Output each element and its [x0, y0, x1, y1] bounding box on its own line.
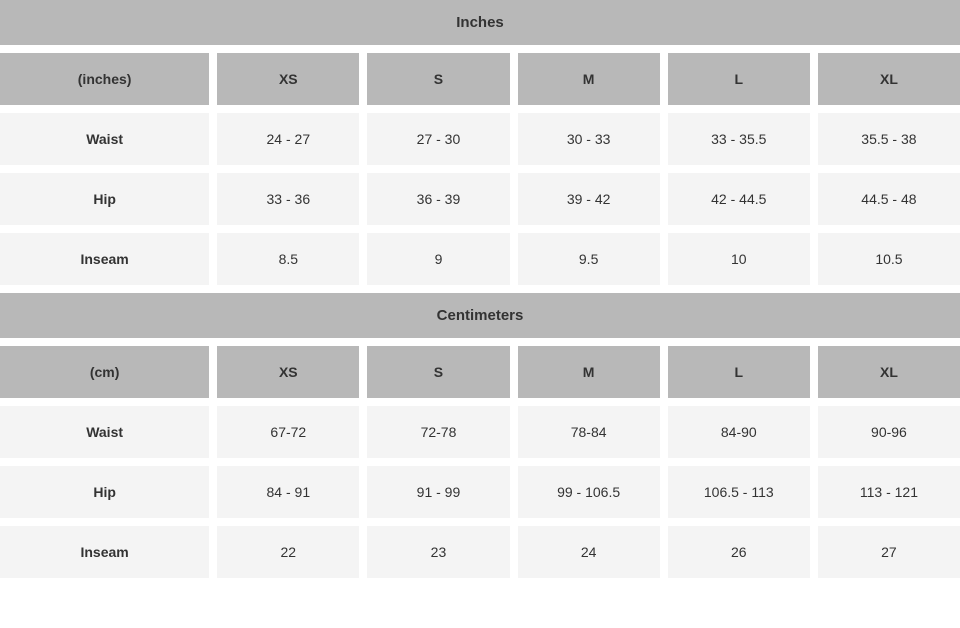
- col-header: XL: [818, 346, 960, 398]
- cell: 27 - 30: [367, 113, 509, 165]
- cell: 9.5: [518, 233, 660, 285]
- cell: 72-78: [367, 406, 509, 458]
- table-header-row: (cm) XS S M L XL: [0, 346, 960, 398]
- cell: 39 - 42: [518, 173, 660, 225]
- row-label: Inseam: [0, 233, 209, 285]
- cell: 26: [668, 526, 810, 578]
- cell: 42 - 44.5: [668, 173, 810, 225]
- cell: 106.5 - 113: [668, 466, 810, 518]
- size-table-inches: (inches) XS S M L XL Waist 24 - 27 27 - …: [0, 53, 960, 285]
- section-title-centimeters: Centimeters: [0, 293, 960, 338]
- cell: 36 - 39: [367, 173, 509, 225]
- cell: 33 - 36: [217, 173, 359, 225]
- cell: 44.5 - 48: [818, 173, 960, 225]
- cell: 99 - 106.5: [518, 466, 660, 518]
- cell: 91 - 99: [367, 466, 509, 518]
- cell: 8.5: [217, 233, 359, 285]
- col-header: L: [668, 346, 810, 398]
- cell: 84-90: [668, 406, 810, 458]
- row-label: Waist: [0, 406, 209, 458]
- row-label: Hip: [0, 466, 209, 518]
- row-label: Inseam: [0, 526, 209, 578]
- row-label: Hip: [0, 173, 209, 225]
- table-row: Inseam 22 23 24 26 27: [0, 526, 960, 578]
- size-table-centimeters: (cm) XS S M L XL Waist 67-72 72-78 78-84…: [0, 346, 960, 578]
- col-header: XS: [217, 346, 359, 398]
- cell: 10.5: [818, 233, 960, 285]
- cell: 24 - 27: [217, 113, 359, 165]
- col-header: XS: [217, 53, 359, 105]
- col-header: S: [367, 53, 509, 105]
- row-label: Waist: [0, 113, 209, 165]
- table-row: Hip 84 - 91 91 - 99 99 - 106.5 106.5 - 1…: [0, 466, 960, 518]
- cell: 78-84: [518, 406, 660, 458]
- section-title-inches: Inches: [0, 0, 960, 45]
- col-header: L: [668, 53, 810, 105]
- cell: 67-72: [217, 406, 359, 458]
- cell: 90-96: [818, 406, 960, 458]
- cell: 27: [818, 526, 960, 578]
- corner-label: (cm): [0, 346, 209, 398]
- cell: 35.5 - 38: [818, 113, 960, 165]
- cell: 9: [367, 233, 509, 285]
- cell: 24: [518, 526, 660, 578]
- cell: 22: [217, 526, 359, 578]
- cell: 84 - 91: [217, 466, 359, 518]
- cell: 30 - 33: [518, 113, 660, 165]
- table-row: Inseam 8.5 9 9.5 10 10.5: [0, 233, 960, 285]
- cell: 33 - 35.5: [668, 113, 810, 165]
- cell: 113 - 121: [818, 466, 960, 518]
- col-header: M: [518, 53, 660, 105]
- table-row: Waist 24 - 27 27 - 30 30 - 33 33 - 35.5 …: [0, 113, 960, 165]
- table-header-row: (inches) XS S M L XL: [0, 53, 960, 105]
- col-header: XL: [818, 53, 960, 105]
- cell: 10: [668, 233, 810, 285]
- table-row: Hip 33 - 36 36 - 39 39 - 42 42 - 44.5 44…: [0, 173, 960, 225]
- corner-label: (inches): [0, 53, 209, 105]
- cell: 23: [367, 526, 509, 578]
- col-header: M: [518, 346, 660, 398]
- table-row: Waist 67-72 72-78 78-84 84-90 90-96: [0, 406, 960, 458]
- col-header: S: [367, 346, 509, 398]
